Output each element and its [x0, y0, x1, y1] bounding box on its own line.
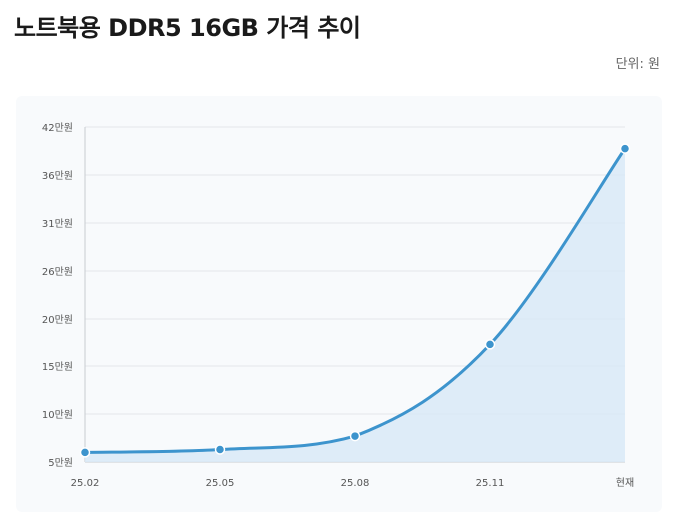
data-points: [79, 143, 631, 458]
area-fill: [85, 148, 625, 462]
y-tick-label: 36만원: [42, 170, 73, 182]
y-tick-label: 31만원: [42, 218, 73, 230]
data-point-현재: [619, 143, 631, 154]
price-area: [85, 148, 625, 462]
x-tick-label: 25.05: [206, 478, 235, 489]
x-tick-label: 25.11: [476, 478, 505, 489]
y-tick-label: 15만원: [42, 361, 73, 373]
unit-label: 단위: 원: [615, 57, 660, 72]
y-tick-label: 42만원: [42, 122, 73, 134]
price-series-line: [83, 147, 627, 454]
data-point-25.11: [484, 339, 496, 350]
x-tick-label: 25.08: [341, 478, 370, 489]
data-point-25.02: [79, 447, 91, 458]
x-tick-label: 25.02: [71, 478, 100, 489]
data-point-25.08: [349, 430, 361, 442]
y-tick-label: 5만원: [48, 457, 73, 469]
x-axis-labels: 25.02 25.05 25.08 25.11 현재: [71, 477, 635, 489]
y-tick-label: 26만원: [42, 266, 73, 278]
chart-title: 노트북용 DDR5 16GB 가격 추이: [14, 14, 361, 42]
y-tick-label: 10만원: [42, 409, 73, 421]
x-tick-label: 현재: [616, 477, 634, 489]
y-tick-label: 20만원: [42, 314, 73, 326]
price-line: [83, 147, 627, 454]
y-axis-labels: 5만원 10만원 15만원 20만원 26만원 31만원 36만원 42만원: [42, 122, 73, 469]
data-point-25.05: [214, 444, 226, 455]
